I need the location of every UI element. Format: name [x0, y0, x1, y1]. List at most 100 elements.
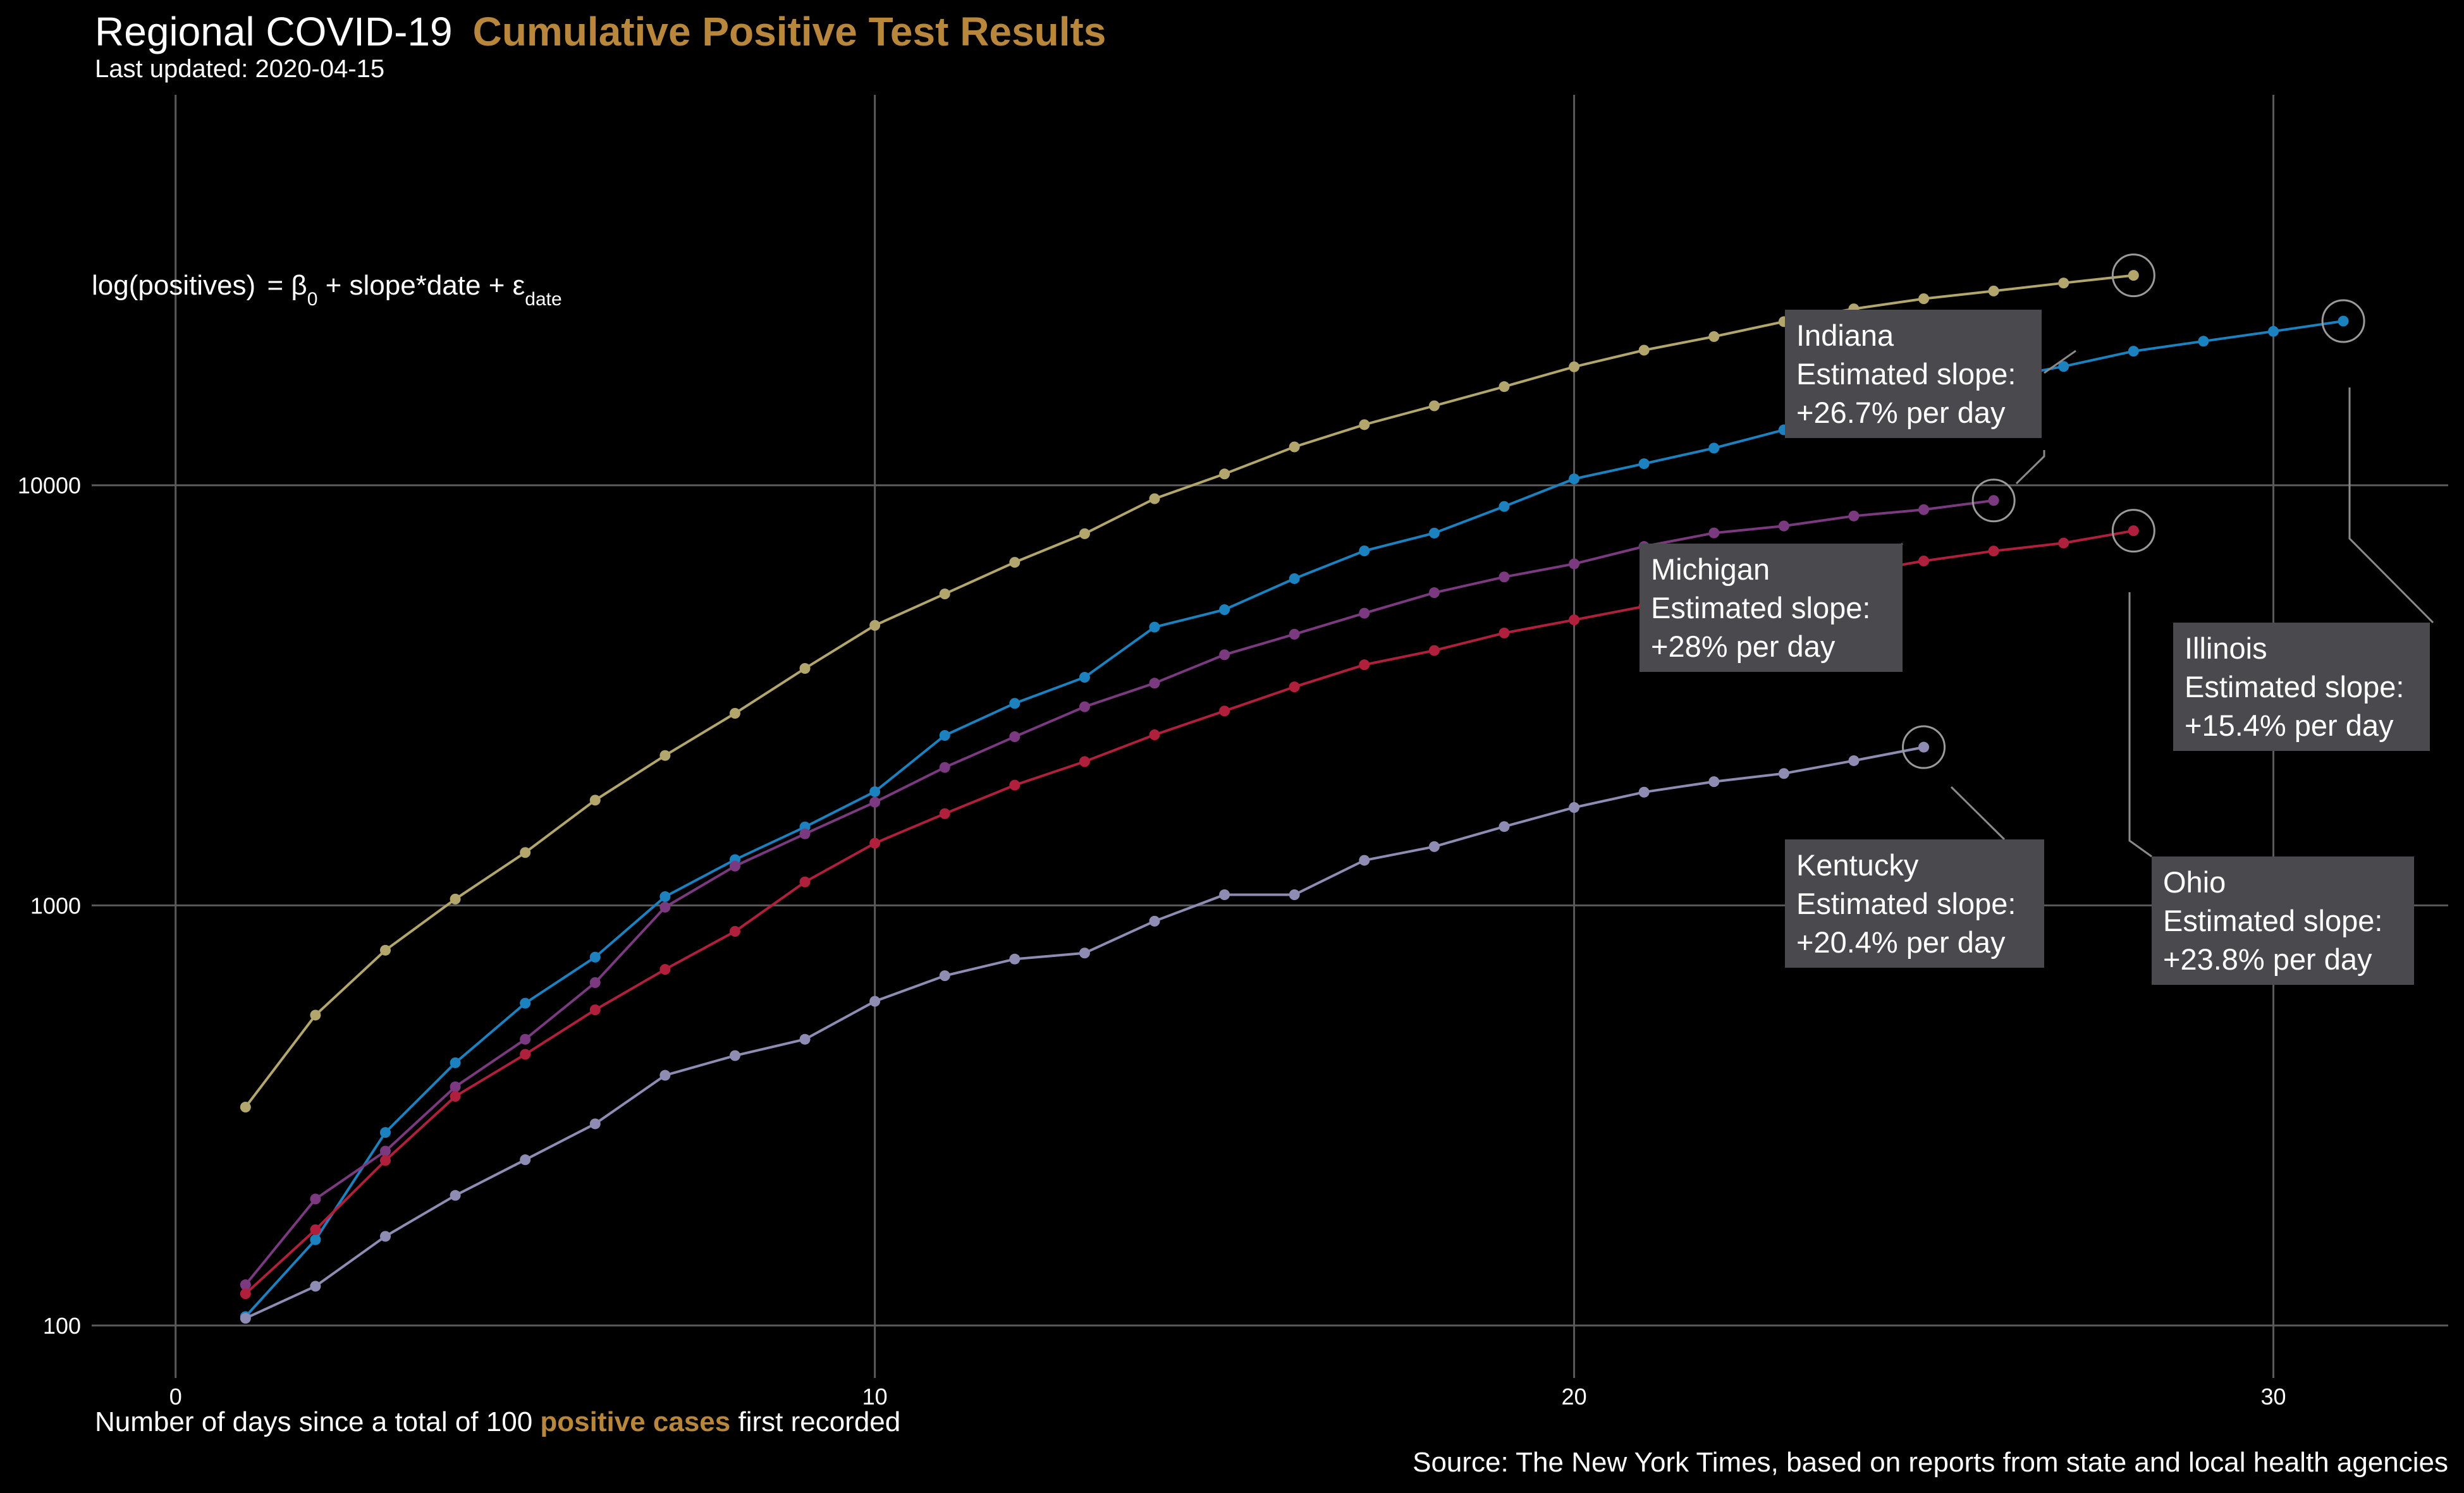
- data-point-michigan: [450, 1081, 461, 1092]
- data-point-michigan: [310, 1193, 321, 1205]
- x-tick-label: 20: [1562, 1384, 1587, 1410]
- slope-label-text-ohio: +23.8% per day: [2163, 942, 2372, 976]
- data-point-ohio: [450, 1091, 461, 1102]
- data-point-indiana: [799, 663, 811, 674]
- data-point-indiana: [939, 588, 950, 600]
- data-point-kentucky: [310, 1281, 321, 1292]
- data-point-michigan: [869, 796, 881, 808]
- source-caption: Source: The New York Times, based on rep…: [1413, 1447, 2448, 1478]
- data-point-illinois: [659, 891, 671, 903]
- data-point-kentucky: [1009, 953, 1021, 965]
- data-point-kentucky: [379, 1231, 391, 1242]
- data-point-illinois: [450, 1057, 461, 1068]
- data-point-indiana: [1638, 344, 1650, 356]
- data-point-indiana: [1009, 557, 1021, 568]
- data-point-illinois: [1359, 545, 1370, 556]
- data-point-illinois: [310, 1234, 321, 1245]
- data-point-illinois: [1499, 501, 1510, 512]
- data-point-michigan: [589, 977, 601, 988]
- data-point-michigan: [379, 1145, 391, 1157]
- data-point-illinois: [1079, 671, 1090, 683]
- y-tick-label: 10000: [18, 473, 81, 499]
- data-point-kentucky: [1638, 786, 1650, 798]
- data-point-indiana: [1988, 285, 1999, 296]
- leader-line-kentucky: [1950, 786, 2006, 841]
- data-point-illinois: [1569, 473, 1580, 485]
- data-point-ohio: [869, 838, 881, 849]
- data-point-ohio: [939, 808, 950, 819]
- slope-label-illinois: Illinois Estimated slope: +15.4% per day: [2173, 623, 2430, 751]
- slope-label-text-michigan: Michigan: [1651, 552, 1770, 586]
- data-point-illinois: [2268, 326, 2279, 337]
- data-point-kentucky: [1289, 889, 1300, 901]
- data-point-illinois: [939, 730, 950, 741]
- endpoint-circle-ohio: [2111, 509, 2155, 553]
- data-point-indiana: [310, 1009, 321, 1021]
- data-point-michigan: [520, 1033, 531, 1045]
- leader-line-ohio: [2128, 592, 2152, 858]
- data-point-illinois: [1149, 621, 1160, 633]
- data-point-indiana: [240, 1101, 251, 1112]
- data-point-indiana: [379, 944, 391, 956]
- data-point-michigan: [1848, 510, 1860, 521]
- slope-label-box-kentucky: [1785, 839, 2044, 968]
- grid: [92, 95, 2448, 1378]
- data-point-indiana: [1708, 331, 1720, 342]
- slope-label-text-michigan: Estimated slope:: [1651, 591, 1870, 625]
- slope-label-text-illinois: Estimated slope:: [2185, 670, 2404, 704]
- data-point-michigan: [729, 860, 740, 872]
- slope-label-text-michigan: +28% per day: [1651, 630, 1836, 663]
- series-line-michigan: [244, 499, 1994, 1286]
- data-point-illinois: [1638, 458, 1650, 470]
- slope-label-text-ohio: Ohio: [2163, 865, 2226, 899]
- slope-label-ohio: Ohio Estimated slope: +23.8% per day: [2152, 856, 2414, 985]
- data-point-michigan: [1569, 558, 1580, 570]
- data-point-kentucky: [589, 1118, 601, 1130]
- data-point-kentucky: [1079, 948, 1090, 959]
- slope-labels: Indiana Estimated slope: +26.7% per day Ill…: [1640, 310, 2430, 985]
- data-point-michigan: [1988, 495, 1999, 506]
- data-point-ohio: [1359, 659, 1370, 671]
- slope-label-box-illinois: [2173, 623, 2430, 751]
- data-point-kentucky: [869, 996, 881, 1007]
- data-point-indiana: [589, 795, 601, 806]
- slope-label-text-kentucky: Estimated slope:: [1796, 887, 2016, 920]
- data-point-kentucky: [1428, 841, 1440, 852]
- x-axis-label-accent: positive cases: [540, 1406, 730, 1437]
- data-point-ohio: [520, 1049, 531, 1060]
- data-point-indiana: [1079, 528, 1090, 539]
- slope-label-text-indiana: +26.7% per day: [1796, 396, 2006, 429]
- data-point-illinois: [2338, 315, 2349, 327]
- data-point-ohio: [1079, 756, 1090, 767]
- data-point-kentucky: [1848, 755, 1860, 766]
- data-point-ohio: [799, 876, 811, 887]
- endpoint-circle-indiana: [2111, 253, 2155, 298]
- data-point-indiana: [869, 619, 881, 631]
- slope-label-text-indiana: Indiana: [1796, 319, 1894, 352]
- data-point-michigan: [1778, 520, 1789, 532]
- data-point-ohio: [1009, 779, 1021, 791]
- data-point-kentucky: [1219, 889, 1230, 901]
- data-point-indiana: [1499, 381, 1510, 393]
- data-point-michigan: [1079, 701, 1090, 712]
- model-formula: log(positives) = β0 + slope*date + εdate: [92, 270, 562, 310]
- data-point-indiana: [1289, 441, 1300, 453]
- axis-ticks: 0 10 20 30 100 1000 10000: [18, 473, 2286, 1410]
- data-point-indiana: [659, 750, 671, 761]
- data-point-indiana: [729, 708, 740, 719]
- data-point-indiana: [1569, 361, 1580, 372]
- data-point-illinois: [2198, 336, 2209, 347]
- slope-label-text-illinois: Illinois: [2185, 631, 2267, 665]
- series-kentucky: [240, 741, 1930, 1324]
- data-point-kentucky: [799, 1033, 811, 1045]
- data-point-ohio: [1289, 681, 1300, 693]
- x-axis-label: Number of days since a total of 100 posi…: [95, 1406, 900, 1437]
- data-point-indiana: [1428, 400, 1440, 411]
- data-point-kentucky: [1918, 741, 1930, 753]
- data-point-kentucky: [1359, 855, 1370, 866]
- leader-line-illinois: [2348, 387, 2434, 624]
- slope-label-text-ohio: Estimated slope:: [2163, 904, 2382, 937]
- data-point-ohio: [240, 1288, 251, 1300]
